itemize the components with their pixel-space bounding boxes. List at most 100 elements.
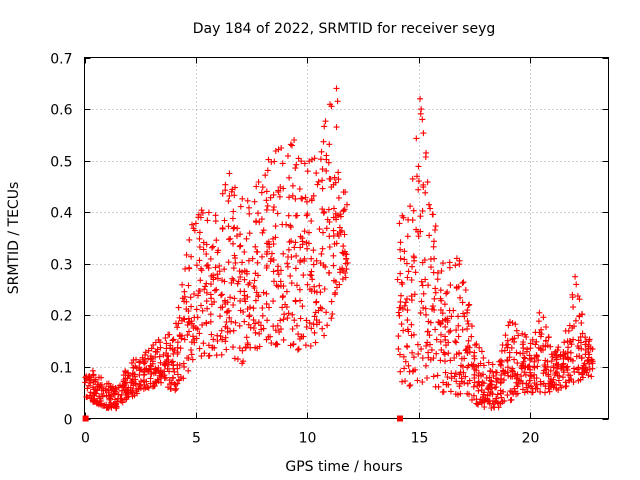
data-point [570, 336, 577, 343]
data-point [330, 227, 337, 234]
data-point [283, 221, 290, 228]
data-point [174, 324, 181, 331]
data-point [412, 269, 419, 276]
data-point [275, 146, 282, 153]
data-point [326, 219, 333, 225]
data-point [175, 320, 182, 327]
data-point [336, 281, 343, 288]
data-point [466, 348, 473, 355]
data-point [328, 315, 335, 322]
data-point [280, 336, 287, 343]
data-point [427, 256, 434, 263]
data-point [583, 369, 590, 376]
data-point [286, 238, 293, 245]
data-point [285, 152, 291, 159]
data-point [578, 345, 585, 352]
y-tick-labels: 0 0.1 0.2 0.3 0.4 0.5 0.6 0.7 [50, 52, 72, 429]
data-point [287, 222, 294, 229]
data-point [404, 326, 411, 333]
data-point [429, 303, 436, 310]
data-point [82, 379, 89, 386]
data-point [520, 363, 527, 369]
data-point [430, 373, 437, 380]
data-point [461, 379, 468, 386]
data-point [341, 231, 348, 238]
data-point [471, 355, 478, 362]
data-point [508, 396, 515, 403]
data-point [197, 277, 204, 284]
data-point [329, 311, 336, 317]
data-point [588, 373, 595, 380]
data-point [464, 349, 471, 356]
data-point [447, 388, 454, 395]
data-point [196, 229, 203, 236]
data-point [573, 281, 580, 288]
data-point [181, 336, 188, 343]
data-point [560, 369, 567, 376]
data-point [513, 349, 520, 356]
data-point [225, 259, 232, 266]
data-point [397, 368, 404, 375]
data-point [133, 356, 139, 363]
data-point [542, 337, 549, 344]
data-point [419, 207, 426, 214]
data-point [203, 319, 210, 326]
data-point [207, 318, 214, 325]
data-point [230, 208, 237, 215]
data-point [463, 346, 470, 353]
data-point [294, 282, 300, 289]
data-point [414, 173, 420, 180]
data-point [494, 376, 501, 383]
data-point [419, 259, 426, 266]
data-point [431, 295, 438, 302]
data-point [199, 321, 206, 328]
data-point [453, 339, 460, 346]
data-point [305, 240, 312, 247]
data-point [395, 345, 402, 352]
x-tick-label: 10 [299, 431, 317, 447]
data-point [585, 343, 592, 350]
data-point [244, 197, 251, 204]
data-point [185, 319, 192, 326]
data-point [535, 318, 542, 325]
data-point [213, 237, 220, 244]
data-point [453, 327, 460, 334]
data-point [231, 295, 238, 302]
data-point [330, 232, 337, 239]
data-point [162, 360, 169, 367]
data-point [578, 320, 585, 326]
data-point [311, 155, 318, 162]
data-point [164, 365, 171, 372]
data-point [188, 303, 195, 310]
data-point [519, 386, 526, 393]
data-point [328, 298, 335, 305]
data-point [485, 359, 492, 366]
data-point [192, 220, 199, 227]
data-point [307, 343, 314, 349]
data-point [397, 246, 404, 253]
data-point [535, 344, 542, 351]
data-point [537, 388, 544, 395]
data-point [571, 365, 577, 372]
data-point [212, 218, 219, 225]
data-point [341, 206, 348, 213]
data-point [241, 276, 248, 283]
data-point [148, 345, 155, 352]
data-point [501, 370, 508, 377]
data-point [171, 347, 178, 354]
data-point [490, 401, 497, 408]
data-point [511, 356, 518, 363]
data-point [432, 227, 438, 233]
data-point [142, 351, 149, 358]
data-point [205, 342, 212, 349]
data-point [398, 279, 405, 286]
data-point [398, 292, 404, 299]
data-point [440, 388, 447, 395]
data-point [573, 353, 580, 360]
data-point [234, 225, 241, 232]
data-point [253, 183, 260, 190]
data-point [435, 319, 442, 326]
data-point [422, 154, 429, 160]
data-point [218, 327, 225, 334]
data-point [230, 302, 237, 308]
